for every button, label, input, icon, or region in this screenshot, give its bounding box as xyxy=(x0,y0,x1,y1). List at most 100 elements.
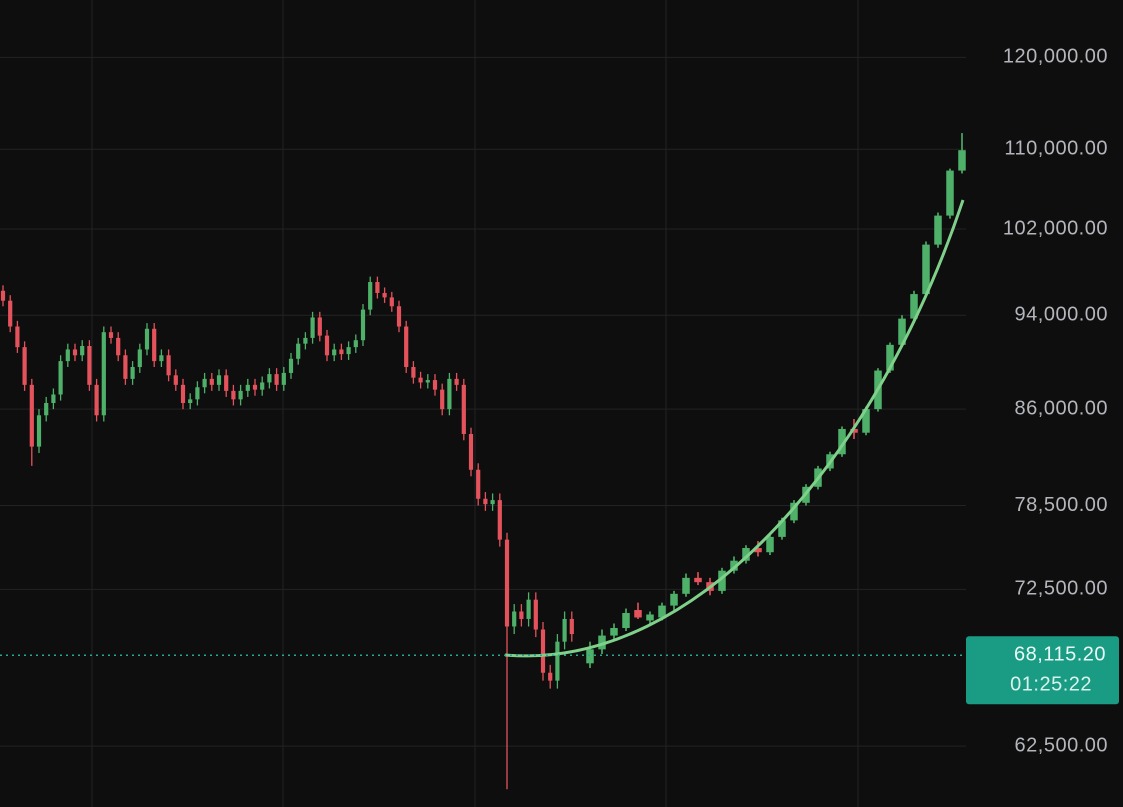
candle-body xyxy=(411,367,416,378)
candle-body xyxy=(332,349,337,356)
candle-body xyxy=(123,355,128,379)
candle-body xyxy=(382,292,387,298)
candle-body xyxy=(519,611,524,619)
candle-body xyxy=(8,300,13,327)
candle-body xyxy=(504,539,510,627)
candle-body xyxy=(310,317,315,338)
candle-body xyxy=(22,347,27,385)
candle-body xyxy=(72,349,78,356)
candle-body xyxy=(468,433,474,470)
candle-body xyxy=(360,309,366,341)
y-tick-label: 78,500.00 xyxy=(1015,494,1108,516)
candle-body xyxy=(58,361,63,395)
candle-body xyxy=(754,548,762,553)
candle-body xyxy=(281,372,286,385)
candle-body xyxy=(490,500,495,505)
candle-body xyxy=(94,384,99,416)
candle-body xyxy=(404,326,409,368)
countdown: 01:25:22 xyxy=(1010,674,1092,696)
candle-body xyxy=(152,328,157,362)
candle-body xyxy=(483,498,488,505)
y-tick-label: 94,000.00 xyxy=(1015,303,1108,325)
candle-body xyxy=(682,577,690,594)
candle-body xyxy=(216,375,222,385)
candle-body xyxy=(101,332,106,416)
candle-body xyxy=(180,384,186,404)
candle-body xyxy=(766,536,774,553)
candle-body xyxy=(0,290,6,301)
candle-body xyxy=(432,380,438,390)
candle-body xyxy=(512,611,517,627)
candle-body xyxy=(144,328,150,350)
candle-body xyxy=(339,349,344,355)
candle-body xyxy=(15,326,20,348)
candle-body xyxy=(598,635,606,650)
candle-body xyxy=(838,428,846,455)
candle-body xyxy=(694,577,702,583)
candle-body xyxy=(317,317,322,336)
candle-body xyxy=(130,367,135,379)
candle-body xyxy=(375,282,380,293)
candle-body xyxy=(718,570,726,591)
candle-body xyxy=(569,618,574,635)
candle-body xyxy=(389,297,394,307)
candle-body xyxy=(946,170,954,216)
candle-body xyxy=(790,502,798,521)
candle-body xyxy=(231,390,236,400)
candle-body xyxy=(634,610,642,618)
candle-body xyxy=(87,345,92,385)
candle-body xyxy=(36,415,42,447)
candle-body xyxy=(296,343,301,359)
candles xyxy=(0,133,966,790)
candle-body xyxy=(533,599,538,630)
candle-body xyxy=(51,394,56,404)
y-tick-label: 62,500.00 xyxy=(1015,734,1108,756)
candle-body xyxy=(353,340,358,348)
candle-body xyxy=(658,605,666,618)
last-price-box xyxy=(966,636,1119,705)
candle-body xyxy=(303,337,308,344)
candle-body xyxy=(288,358,294,373)
horizontal-grid xyxy=(0,56,966,747)
candle-body xyxy=(610,627,618,636)
candle-body xyxy=(368,282,373,310)
candle-body xyxy=(742,548,750,561)
candle-body xyxy=(526,599,531,619)
y-axis: 120,000.00 110,000.00 102,000.00 94,000.00 8… xyxy=(1003,46,1108,757)
candle-body xyxy=(29,384,34,447)
trend-curve xyxy=(504,199,965,658)
candle-body xyxy=(209,378,214,385)
candle-body xyxy=(454,378,459,385)
candle-body xyxy=(778,520,786,537)
candle-body xyxy=(447,378,452,410)
candle-body xyxy=(260,382,265,390)
vertical-grid xyxy=(91,0,859,807)
candle-body xyxy=(540,629,546,673)
y-tick-label: 86,000.00 xyxy=(1015,397,1108,419)
candle-body xyxy=(396,306,402,327)
y-tick-label: 102,000.00 xyxy=(1003,217,1108,239)
candle-body xyxy=(425,380,430,383)
candle-body xyxy=(548,672,553,681)
last-price-label: 68,115.20 xyxy=(1014,644,1106,666)
candle-body xyxy=(958,150,966,171)
last-price: 68,115.20 01:25:22 xyxy=(0,636,1119,705)
candle-body xyxy=(850,428,858,433)
candle-body xyxy=(159,355,164,362)
candle-body xyxy=(440,389,445,410)
candle-body xyxy=(224,375,229,391)
candle-body xyxy=(267,374,272,383)
candle-body xyxy=(646,614,654,621)
candle-body xyxy=(108,332,114,338)
candle-body xyxy=(898,318,906,345)
candle-body xyxy=(862,409,870,433)
candle-body xyxy=(555,641,560,681)
candle-body xyxy=(670,593,678,606)
candle-body xyxy=(476,469,481,499)
candle-body xyxy=(346,347,351,355)
candle-body xyxy=(497,500,502,540)
candle-body xyxy=(44,403,49,416)
candle-body xyxy=(202,378,207,388)
